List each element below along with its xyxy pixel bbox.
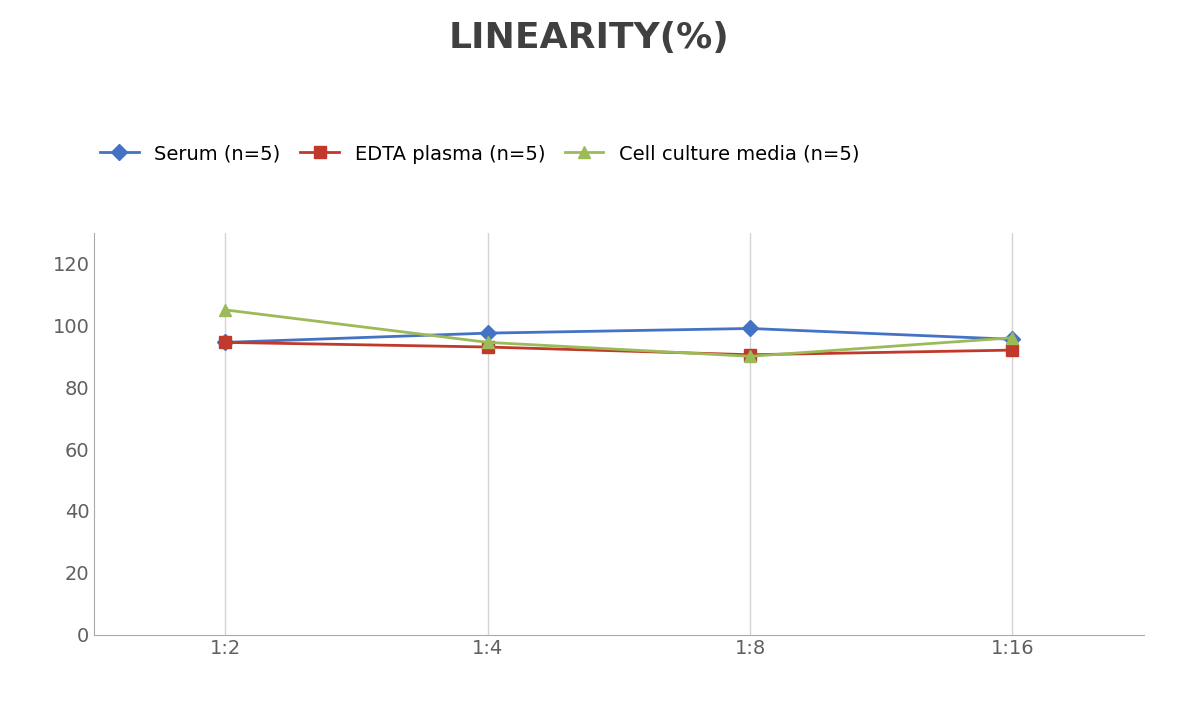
Serum (n=5) [218,338,232,347]
Serum (n=5) [481,329,495,337]
Cell culture media (n=5) [743,352,757,360]
Cell culture media (n=5) [218,306,232,314]
Text: LINEARITY(%): LINEARITY(%) [449,21,730,55]
EDTA plasma (n=5) [481,343,495,351]
EDTA plasma (n=5) [1006,346,1020,355]
Legend: Serum (n=5), EDTA plasma (n=5), Cell culture media (n=5): Serum (n=5), EDTA plasma (n=5), Cell cul… [92,137,868,171]
Cell culture media (n=5) [481,338,495,347]
Serum (n=5) [743,324,757,333]
Serum (n=5) [1006,335,1020,343]
Cell culture media (n=5) [1006,333,1020,342]
EDTA plasma (n=5) [743,350,757,359]
Line: Cell culture media (n=5): Cell culture media (n=5) [219,304,1019,362]
Line: EDTA plasma (n=5): EDTA plasma (n=5) [220,337,1017,360]
EDTA plasma (n=5) [218,338,232,347]
Line: Serum (n=5): Serum (n=5) [220,323,1017,348]
